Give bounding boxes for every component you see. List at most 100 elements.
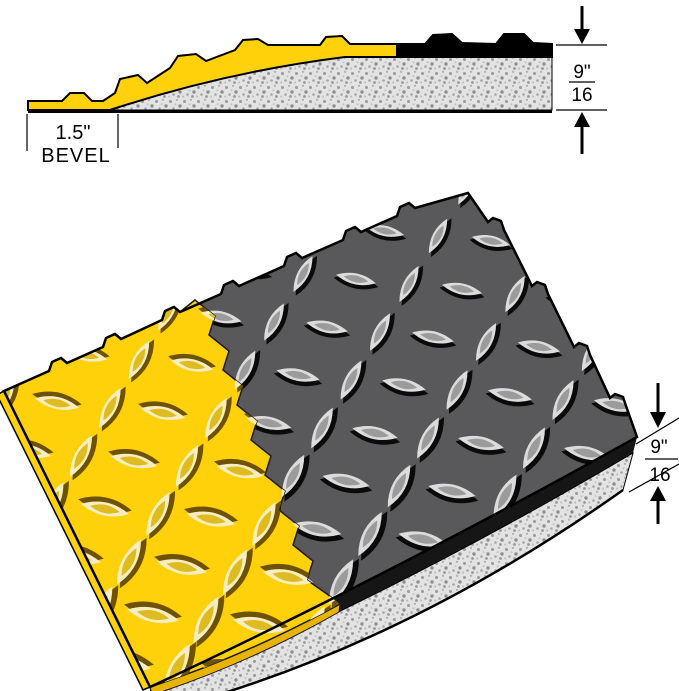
tread-lens (181, 150, 223, 171)
tread-lens (441, 636, 501, 659)
tread-lens (319, 473, 373, 494)
tread-lens (108, 449, 160, 469)
tread-lens (311, 407, 338, 453)
tread-lens (217, 198, 240, 237)
tread-lens (620, 342, 670, 367)
tread-lens (0, 223, 4, 267)
tread-lens (305, 674, 367, 687)
tread-lens (0, 330, 5, 355)
tread-lens (605, 197, 637, 213)
arrow-down-icon (574, 29, 590, 44)
tread-lens (415, 684, 469, 687)
tread-lens (46, 195, 88, 211)
tread-lens (333, 272, 379, 290)
foam-bottom-edge (226, 488, 624, 691)
tread-lens (577, 599, 635, 621)
tread-lens (621, 350, 637, 368)
tread-lens (607, 551, 637, 572)
tread-lens (670, 536, 679, 594)
tread-lens (666, 187, 679, 230)
tread-lens (530, 225, 563, 270)
tread-lens (399, 265, 424, 306)
tread-lens (242, 148, 272, 189)
tread-lens (446, 369, 473, 414)
tread-lens (575, 245, 619, 262)
tread-lens (111, 193, 134, 227)
tread-lens (222, 547, 253, 599)
tread-lens (99, 386, 126, 432)
tread-lens (369, 658, 415, 691)
tread-lens (205, 396, 232, 442)
tread-lens (515, 340, 563, 358)
tread-lens (259, 563, 317, 585)
tread-lens (69, 433, 98, 481)
tread-lens (475, 322, 501, 365)
tread-lens (107, 185, 139, 228)
tread-lens (482, 673, 515, 687)
tread-lens (124, 601, 182, 623)
tread-lens (5, 193, 28, 217)
tread-lens (455, 435, 507, 455)
tread-lens (242, 149, 272, 190)
thickness-denominator-3d: 16 (649, 465, 670, 486)
tread-lens (505, 275, 530, 317)
tread-lens (670, 537, 679, 595)
tread-lens (22, 330, 48, 374)
tread-lens (511, 625, 543, 680)
tread-lens (1, 176, 32, 218)
tread-lens (428, 218, 452, 257)
tread-lens (281, 454, 310, 502)
cross-section-thickness-dimension: 9" 16 (556, 6, 607, 154)
tread-lens (0, 335, 5, 360)
tread-lens (570, 531, 600, 582)
perspective-view: 9" 16 (0, 148, 679, 691)
tread-lens (393, 170, 436, 192)
tread-lens (32, 391, 82, 410)
tread-lens (52, 283, 77, 325)
arrow-up-icon-3d (650, 486, 666, 501)
tread-lens (152, 205, 194, 221)
tread-lens (154, 554, 210, 575)
tread-lens (257, 215, 301, 231)
tread-lens (77, 232, 110, 277)
tread-lens (287, 160, 330, 181)
tread-lens (485, 388, 535, 407)
tread-lens (546, 636, 609, 668)
tread-lens (471, 589, 529, 611)
tread-lens (138, 401, 188, 420)
tread-lens (650, 294, 679, 318)
tread-lens (475, 668, 521, 691)
tread-lens (540, 578, 572, 631)
plate-surface-outline (2, 191, 639, 689)
tread-lens (370, 312, 395, 355)
tread-lens (581, 678, 627, 691)
tread-lens (52, 300, 77, 324)
tread-lens (636, 234, 669, 279)
tread-lens (121, 245, 167, 268)
tread-lens (15, 235, 61, 258)
tread-lens (4, 290, 32, 308)
tread-lens (213, 458, 267, 479)
tread-lens (534, 573, 578, 632)
tread-lens (588, 683, 621, 687)
tread-lens (564, 526, 606, 583)
tread-lens (604, 190, 648, 212)
tread-lens (650, 299, 679, 323)
perspective-thickness-dimension: 9" 16 (628, 383, 679, 524)
tread-lens (417, 417, 445, 463)
bevel-width-value: 1.5" (56, 122, 91, 144)
tread-lens (4, 300, 32, 304)
tread-lens (289, 521, 345, 542)
tread-lens (348, 158, 379, 200)
tread-lens (611, 630, 656, 691)
tread-lens (379, 378, 429, 397)
tread-lens (193, 594, 225, 648)
tread-lens (305, 668, 340, 687)
tread-lens (574, 237, 620, 260)
tread-lens (212, 195, 244, 238)
tread-lens (666, 188, 679, 231)
tread-lens (22, 329, 48, 373)
tread-lens (0, 223, 4, 267)
tread-lens (287, 164, 330, 185)
